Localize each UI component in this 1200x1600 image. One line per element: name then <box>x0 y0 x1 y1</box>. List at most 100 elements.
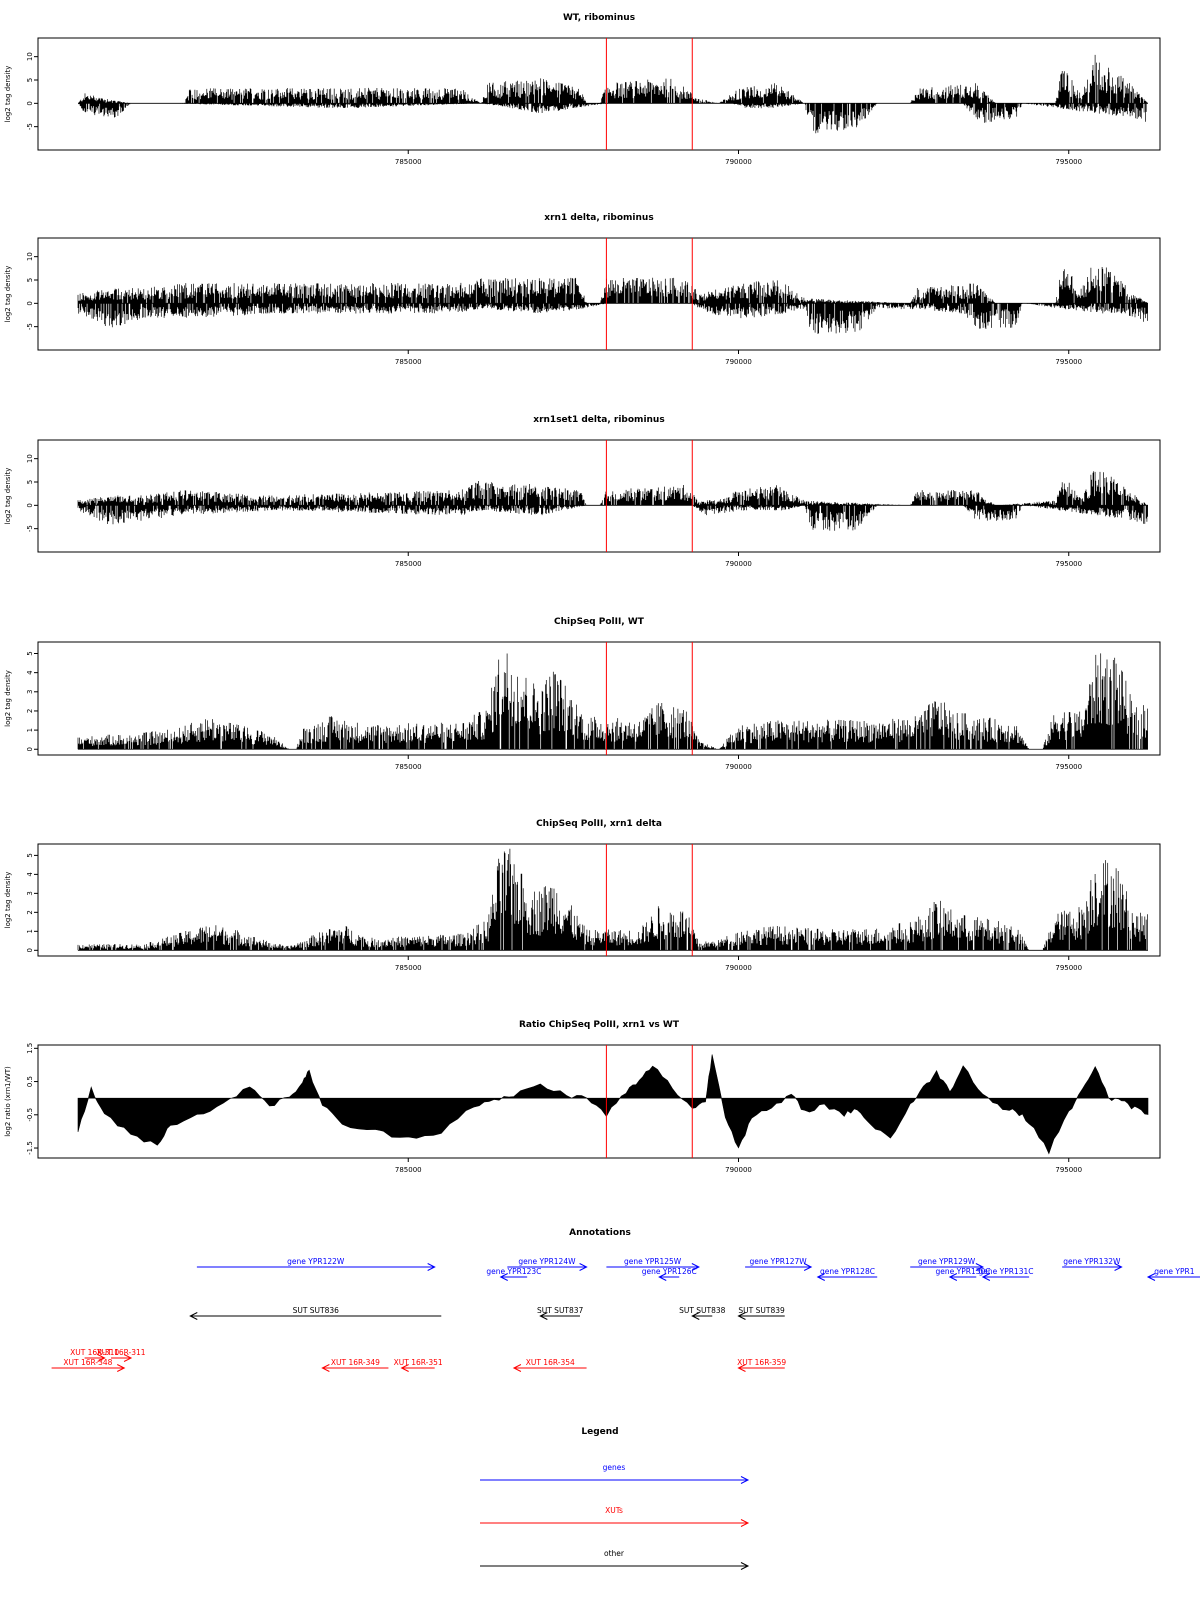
signal-track <box>78 54 1148 134</box>
y-tick-label: 3 <box>26 891 34 895</box>
arrow-head <box>499 1273 508 1281</box>
arrow-head <box>579 1263 588 1271</box>
y-tick-label: 10 <box>26 454 34 463</box>
feature-gene-ypr125w: gene YPR125W <box>606 1257 700 1271</box>
feature-label: SUT SUT839 <box>738 1306 785 1315</box>
arrow-head <box>975 1263 984 1271</box>
feature-label: XUT 16R-311 <box>96 1348 145 1357</box>
feature-label: gene YPR129W <box>918 1257 976 1266</box>
chart-title: xrn1 delta, ribominus <box>544 213 653 223</box>
feature-label: SUT SUT838 <box>679 1306 726 1315</box>
y-tick-label: 1.5 <box>26 1043 34 1054</box>
feature-label: XUT 16R-351 <box>394 1358 443 1367</box>
plot-frame <box>37 641 1161 756</box>
feature-xut-16r-311: XUT 16R-311 <box>96 1348 146 1362</box>
feature-gene-ypr122w: gene YPR122W <box>196 1257 436 1271</box>
legend-item-other: other <box>480 1549 750 1570</box>
y-tick-label: 5 <box>26 278 34 282</box>
signal-bars <box>77 267 1148 334</box>
y-tick-label: 4 <box>26 872 34 877</box>
feature-label: gene YPR132W <box>1063 1257 1121 1266</box>
chart-panel-3: xrn1set1 delta, ribominus -5 0 5 10 log2 tag … <box>4 415 1161 568</box>
arrow-head <box>948 1273 958 1281</box>
y-tick-label: 0 <box>26 503 34 507</box>
feature-xut-16r-351: XUT 16R-351 <box>394 1358 443 1372</box>
signal-bars <box>77 848 1148 951</box>
x-tick-label: 785000 <box>395 358 422 366</box>
chart-title: WT, ribominus <box>563 13 635 23</box>
arrow-head <box>737 1312 746 1320</box>
x-tick-label: 795000 <box>1055 763 1082 771</box>
feature-label: XUT 16R-354 <box>526 1358 575 1367</box>
y-axis-label: log2 tag density <box>4 872 12 929</box>
feature-label: XUT 16R-310 <box>70 1348 119 1357</box>
feature-label: XUT 16R-359 <box>737 1358 786 1367</box>
arrow-head <box>803 1263 813 1271</box>
feature-gene-ypr131c: gene YPR131C <box>978 1267 1033 1281</box>
feature-gene-ypr132w: gene YPR132W <box>1062 1257 1123 1271</box>
arrow-head <box>1114 1263 1123 1271</box>
x-tick-label: 785000 <box>395 1166 422 1174</box>
signal-track <box>77 1054 1149 1155</box>
y-tick-label: 4 <box>26 670 34 675</box>
feature-label: gene YPR123C <box>486 1267 541 1276</box>
legend: Legend genes XUTs other <box>480 1427 750 1570</box>
y-tick-label: 0 <box>26 101 34 105</box>
chart-panel-5: ChipSeq PolII, xrn1 delta 0 1 2 3 4 5 log2 tag … <box>4 819 1161 972</box>
arrow-head <box>740 1476 750 1484</box>
y-tick-label: 0.5 <box>26 1076 34 1087</box>
feature-gene-ypr124w: gene YPR124W <box>507 1257 588 1271</box>
y-tick-label: 10 <box>26 252 34 261</box>
signal-track <box>77 848 1148 951</box>
y-axis-label: log2 tag density <box>4 66 12 123</box>
plot-frame <box>37 843 1161 957</box>
y-tick-label: 3 <box>26 690 34 694</box>
arrow-head <box>97 1354 106 1362</box>
legend-label: other <box>604 1549 625 1558</box>
feature-xut-16r-348: XUT 16R-348 <box>51 1358 126 1372</box>
y-tick-label: 5 <box>26 651 34 655</box>
arrow-head <box>691 1263 700 1271</box>
y-tick-label: -5 <box>26 323 34 330</box>
x-tick-label: 795000 <box>1055 560 1082 568</box>
feature-label: SUT SUT837 <box>537 1306 584 1315</box>
feature-gene-ypr127w: gene YPR127W <box>745 1257 813 1271</box>
feature-label: gene YPR122W <box>287 1257 345 1266</box>
arrow-head <box>117 1364 126 1372</box>
arrow-head <box>1146 1273 1156 1281</box>
feature-gene-ypr1: gene YPR1 <box>1146 1267 1200 1281</box>
legend-item-genes: genes <box>480 1463 750 1484</box>
feature-gene-ypr123c: gene YPR123C <box>486 1267 541 1281</box>
chart-title: ChipSeq PolII, WT <box>554 617 645 627</box>
y-tick-label: -1.5 <box>26 1141 34 1155</box>
legend-title: Legend <box>581 1427 618 1437</box>
arrow-head <box>816 1273 825 1281</box>
signal-track <box>77 653 1148 750</box>
feature-label: gene YPR131C <box>978 1267 1033 1276</box>
x-tick-label: 785000 <box>395 964 422 972</box>
feature-sut-sut836: SUT SUT836 <box>189 1306 442 1320</box>
feature-gene-ypr128c: gene YPR128C <box>816 1267 878 1281</box>
arrow-head <box>658 1273 667 1281</box>
y-tick-label: 2 <box>26 910 34 914</box>
chart-title: ChipSeq PolII, xrn1 delta <box>536 819 662 829</box>
feature-label: gene YPR125W <box>624 1257 682 1266</box>
plot-frame <box>37 237 1161 351</box>
x-tick-label: 790000 <box>725 158 752 166</box>
y-tick-label: 5 <box>26 78 34 82</box>
chart-panel-6: Ratio ChipSeq PolII, xrn1 vs WT -1.5 -0.5 0… <box>4 1020 1161 1174</box>
y-tick-label: 0 <box>26 301 34 305</box>
chart-title: Ratio ChipSeq PolII, xrn1 vs WT <box>519 1020 680 1030</box>
feature-sut-sut839: SUT SUT839 <box>737 1306 785 1320</box>
arrow-head <box>740 1519 750 1527</box>
chart-panel-4: ChipSeq PolII, WT 0 1 2 3 4 5 log2 tag density 7… <box>4 617 1161 771</box>
arrow-head <box>512 1364 522 1372</box>
y-axis-label: log2 ratio (xrn1/WT) <box>4 1066 12 1137</box>
plot-frame <box>37 1044 1161 1159</box>
annotations-title: Annotations <box>569 1228 631 1238</box>
arrow-head <box>691 1312 700 1320</box>
feature-label: gene YPR128C <box>820 1267 875 1276</box>
y-tick-label: 5 <box>26 480 34 484</box>
y-axis-label: log2 tag density <box>4 670 12 727</box>
y-tick-label: 0 <box>26 747 34 751</box>
